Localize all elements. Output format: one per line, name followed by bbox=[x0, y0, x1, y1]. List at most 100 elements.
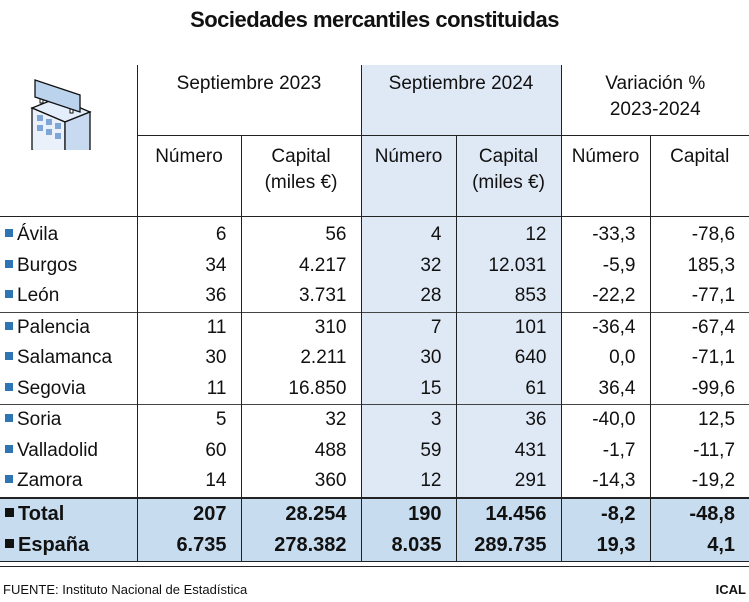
bullet-square-icon bbox=[5, 414, 13, 423]
table-cell: 14.456 bbox=[455, 496, 561, 530]
row-name: Zamora bbox=[17, 470, 83, 492]
table-cell: 56 bbox=[240, 216, 361, 251]
col-header-capital-var: Capital bbox=[649, 135, 749, 217]
table-cell: 32 bbox=[240, 404, 361, 436]
table-cell: -8,2 bbox=[560, 496, 650, 530]
table-cell: 36 bbox=[136, 281, 241, 312]
capital-unit: (miles €) bbox=[264, 172, 338, 193]
table-row: León 36 3.731 28 853 -22,2 -77,1 bbox=[0, 281, 749, 312]
group-header-variation: Variación % 2023-2024 bbox=[560, 65, 749, 136]
table-cell: 190 bbox=[360, 496, 456, 530]
table-cell: 61 bbox=[455, 373, 561, 405]
table-cell: 6 bbox=[136, 216, 241, 251]
table-cell: 207 bbox=[136, 496, 241, 530]
table-cell: -33,3 bbox=[560, 216, 650, 251]
table-row: Burgos 34 4.217 32 12.031 -5,9 185,3 bbox=[0, 250, 749, 282]
table-cell: 291 bbox=[455, 466, 561, 498]
table-cell: 19,3 bbox=[560, 529, 650, 562]
table-cell: 60 bbox=[136, 435, 241, 466]
col-header-numero-var: Número bbox=[560, 135, 650, 217]
row-label: Salamanca bbox=[0, 343, 137, 374]
row-name: España bbox=[18, 533, 90, 556]
table-cell: -40,0 bbox=[560, 404, 650, 436]
table-row: Palencia 11 310 7 101 -36,4 -67,4 bbox=[0, 311, 749, 343]
table-cell: 16.850 bbox=[240, 373, 361, 405]
capital-label: Capital bbox=[271, 146, 331, 167]
table-cell: 12,5 bbox=[649, 404, 749, 436]
table-cell: 4,1 bbox=[649, 529, 749, 562]
row-name: Valladolid bbox=[17, 439, 98, 461]
col-header-numero-2023: Número bbox=[136, 135, 241, 217]
brand-label: ICAL bbox=[715, 582, 746, 597]
capital-unit: (miles €) bbox=[472, 172, 545, 193]
row-label: Burgos bbox=[0, 251, 137, 282]
table-cell: 7 bbox=[360, 311, 456, 343]
footer: FUENTE: Instituto Nacional de Estadístic… bbox=[3, 582, 746, 597]
table-cell: 12 bbox=[455, 216, 561, 251]
office-building-icon bbox=[30, 79, 92, 150]
table-cell: 36,4 bbox=[560, 373, 650, 405]
table-cell: -67,4 bbox=[649, 311, 749, 343]
table-cell: 12 bbox=[360, 466, 456, 498]
table-cell: 310 bbox=[240, 311, 361, 343]
row-name: Salamanca bbox=[17, 347, 113, 369]
row-name: Burgos bbox=[17, 254, 78, 276]
bullet-square-icon bbox=[5, 352, 13, 361]
data-table: Septiembre 2023 Septiembre 2024 Variació… bbox=[0, 65, 749, 562]
table-cell: 4.217 bbox=[240, 250, 361, 281]
row-label: Ávila bbox=[0, 216, 137, 251]
row-name: León bbox=[17, 285, 60, 307]
row-label: Segovia bbox=[0, 374, 137, 405]
table-row: Soria 5 32 3 36 -40,0 12,5 bbox=[0, 404, 749, 436]
table-cell: 12.031 bbox=[455, 250, 561, 281]
row-name: Palencia bbox=[17, 316, 90, 338]
group-header-2023: Septiembre 2023 bbox=[136, 65, 361, 136]
table-cell: 28 bbox=[360, 281, 456, 312]
table-cell: 3 bbox=[360, 404, 456, 436]
row-name: Segovia bbox=[17, 377, 86, 399]
table-cell: 11 bbox=[136, 373, 241, 405]
table-cell: -48,8 bbox=[649, 496, 749, 530]
table-cell: -78,6 bbox=[649, 216, 749, 251]
table-cell: 853 bbox=[455, 281, 561, 312]
col-header-capital-2023: Capital (miles €) bbox=[240, 135, 361, 217]
group-header-2024: Septiembre 2024 bbox=[360, 65, 561, 136]
table-row: Valladolid 60 488 59 431 -1,7 -11,7 bbox=[0, 435, 749, 466]
total-row: España 6.735 278.382 8.035 289.735 19,3 4,1 bbox=[0, 529, 749, 562]
table-cell: 289.735 bbox=[455, 529, 561, 562]
table-row: Zamora 14 360 12 291 -14,3 -19,2 bbox=[0, 466, 749, 498]
bullet-square-icon bbox=[5, 538, 14, 548]
table-cell: -22,2 bbox=[560, 281, 650, 312]
table-row: Salamanca 30 2.211 30 640 0,0 -71,1 bbox=[0, 343, 749, 374]
bullet-square-icon bbox=[5, 475, 13, 484]
bullet-square-icon bbox=[5, 507, 14, 517]
table-cell: 101 bbox=[455, 311, 561, 343]
capital-label: Capital bbox=[478, 146, 539, 167]
table-cell: 360 bbox=[240, 466, 361, 498]
bullet-square-icon bbox=[5, 259, 13, 268]
variation-line2: 2023-2024 bbox=[609, 99, 701, 120]
row-name: Soria bbox=[17, 409, 62, 431]
table-cell: 640 bbox=[455, 343, 561, 374]
data-table-wrap: Septiembre 2023 Septiembre 2024 Variació… bbox=[0, 65, 749, 562]
table-cell: 34 bbox=[136, 250, 241, 281]
row-label: Palencia bbox=[0, 311, 137, 343]
row-label: Zamora bbox=[0, 466, 137, 498]
row-label: España bbox=[0, 529, 137, 562]
table-row: Ávila 6 56 4 12 -33,3 -78,6 bbox=[0, 216, 749, 251]
row-label: Total bbox=[0, 496, 137, 530]
row-name: Ávila bbox=[17, 224, 59, 246]
table-cell: 3.731 bbox=[240, 281, 361, 312]
table-cell: 15 bbox=[360, 373, 456, 405]
row-label: León bbox=[0, 281, 137, 312]
table-row: Segovia 11 16.850 15 61 36,4 -99,6 bbox=[0, 373, 749, 405]
table-cell: 5 bbox=[136, 404, 241, 436]
table-cell: 6.735 bbox=[136, 529, 241, 562]
bullet-square-icon bbox=[5, 444, 13, 453]
total-row: Total 207 28.254 190 14.456 -8,2 -48,8 bbox=[0, 496, 749, 530]
table-cell: -1,7 bbox=[560, 435, 650, 466]
table-cell: 36 bbox=[455, 404, 561, 436]
table-cell: -5,9 bbox=[560, 250, 650, 281]
table-cell: 14 bbox=[136, 466, 241, 498]
table-cell: -99,6 bbox=[649, 373, 749, 405]
